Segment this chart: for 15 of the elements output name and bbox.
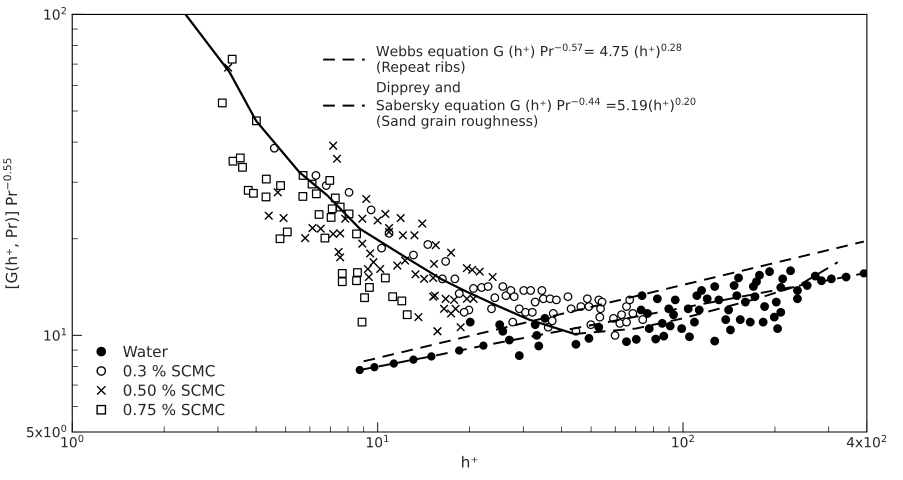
- x-tick-label: 10$^{2}$: [672, 434, 694, 448]
- x-tick-label: 10$^{0}$: [62, 434, 84, 448]
- legend-label: 0.3 % SCMC: [124, 364, 215, 377]
- legend-label: 0.50 % SCMC: [124, 384, 224, 396]
- text: Dipprey and Sabersky equation G (h⁺) Pr$^{−0.44}$ =5.19(h⁺)$^{0.20}$ (Sand grain roughness): [376, 82, 696, 129]
- y-tick-label: 5x10$^{0}$: [26, 424, 66, 438]
- legend-label: 0.75 % SCMC: [124, 404, 224, 416]
- y-axis-title: [G(h⁺, Pr)] Pr$^{−0.55}$: [3, 158, 20, 288]
- legend-label: Water: [123, 346, 168, 358]
- x-tick-label: 10$^{1}$: [366, 434, 388, 448]
- x-axis-title: h⁺: [462, 456, 478, 468]
- text: Webbs equation G (h⁺) Pr$^{−0.57}$= 4.75 (h⁺)$^{0.28}$ (Repeat ribs): [376, 44, 682, 75]
- y-tick-label: 10$^{2}$: [44, 7, 66, 20]
- x-tick-label: 4x10$^{2}$: [846, 434, 886, 448]
- y-tick-label: 10$^{1}$: [44, 328, 66, 341]
